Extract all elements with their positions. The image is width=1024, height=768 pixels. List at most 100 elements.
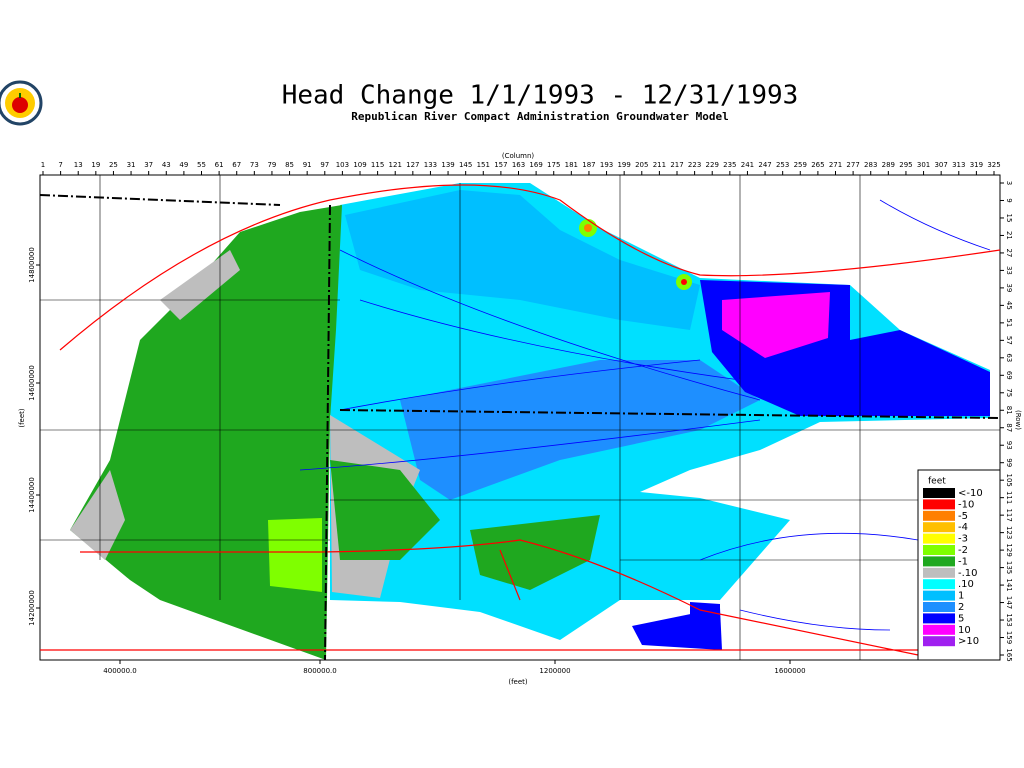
column-tick: 217	[670, 161, 683, 169]
legend-label: >10	[958, 636, 979, 647]
legend-label: <-10	[958, 488, 983, 499]
y-tick: 14600000	[28, 365, 36, 401]
legend-swatch	[923, 624, 955, 635]
column-tick: 253	[776, 161, 789, 169]
legend-label: .10	[958, 579, 974, 590]
column-tick: 271	[829, 161, 842, 169]
column-tick: 19	[91, 161, 100, 169]
column-tick: 259	[794, 161, 807, 169]
column-tick: 307	[934, 161, 947, 169]
legend-label: 2	[958, 602, 964, 613]
row-tick: 39	[1005, 283, 1013, 292]
column-tick: 103	[336, 161, 349, 169]
legend-swatch	[923, 499, 955, 510]
x-label: (feet)	[508, 678, 528, 686]
y-tick: 14400000	[28, 477, 36, 513]
row-tick: 63	[1005, 353, 1013, 362]
column-tick: 169	[529, 161, 542, 169]
column-tick: 127	[406, 161, 419, 169]
column-tick: 277	[846, 161, 859, 169]
column-tick: 121	[389, 161, 402, 169]
legend-swatch	[923, 636, 955, 647]
legend-label: -3	[958, 534, 968, 545]
column-tick: 1	[41, 161, 45, 169]
column-tick: 67	[232, 161, 241, 169]
legend-swatch	[923, 602, 955, 612]
column-tick: 163	[512, 161, 525, 169]
title: Head Change 1/1/1993 - 12/31/1993	[282, 81, 799, 111]
row-label: (Row)	[1014, 410, 1022, 430]
legend-swatch	[923, 567, 955, 578]
legend-label: -.10	[958, 568, 978, 579]
legend-label: -1	[958, 556, 968, 567]
row-tick: 93	[1005, 441, 1013, 450]
row-tick: 3	[1005, 181, 1013, 185]
column-tick: 223	[688, 161, 701, 169]
legend-swatch	[923, 522, 955, 533]
column-tick: 31	[127, 161, 136, 169]
column-tick: 73	[250, 161, 259, 169]
x-tick: 400000.0	[103, 667, 136, 675]
row-tick: 75	[1005, 388, 1013, 397]
legend-swatch	[923, 545, 955, 555]
column-tick: 97	[320, 161, 329, 169]
column-tick: 193	[600, 161, 613, 169]
row-tick: 111	[1005, 491, 1013, 504]
column-tick: 187	[582, 161, 595, 169]
legend-swatch	[923, 533, 955, 544]
legend-swatch	[923, 488, 955, 498]
column-tick: 61	[215, 161, 224, 169]
column-tick: 151	[477, 161, 490, 169]
column-tick: 13	[74, 161, 83, 169]
row-tick: 141	[1005, 578, 1013, 591]
row-tick: 165	[1005, 648, 1013, 661]
logo	[0, 80, 43, 126]
column-label: (Column)	[502, 152, 535, 160]
legend-label: -5	[958, 511, 968, 522]
row-tick: 45	[1005, 301, 1013, 310]
subtitle: Republican River Compact Administration …	[351, 110, 729, 123]
column-tick: 79	[267, 161, 276, 169]
column-tick: 37	[144, 161, 153, 169]
column-tick: 43	[162, 161, 171, 169]
column-tick: 289	[882, 161, 895, 169]
y-tick: 14200000	[28, 590, 36, 626]
legend-label: -4	[958, 522, 968, 533]
column-tick: 211	[653, 161, 666, 169]
column-tick: 247	[758, 161, 771, 169]
column-tick: 115	[371, 161, 384, 169]
column-tick: 325	[987, 161, 1000, 169]
column-tick: 91	[303, 161, 312, 169]
legend-label: 10	[958, 625, 971, 636]
column-tick: 313	[952, 161, 965, 169]
legend-label: -10	[958, 499, 974, 510]
column-tick: 235	[723, 161, 736, 169]
column-tick: 229	[706, 161, 719, 169]
column-tick: 145	[459, 161, 472, 169]
legend-title: feet	[928, 477, 946, 487]
column-tick: 49	[179, 161, 188, 169]
column-tick: 133	[424, 161, 437, 169]
column-tick: 55	[197, 161, 206, 169]
row-tick: 51	[1005, 318, 1013, 327]
column-tick: 175	[547, 161, 560, 169]
legend-swatch	[923, 613, 955, 624]
column-tick: 319	[970, 161, 983, 169]
row-tick: 153	[1005, 613, 1013, 626]
column-tick: 25	[109, 161, 118, 169]
column-tick: 109	[353, 161, 366, 169]
column-tick: 283	[864, 161, 877, 169]
legend-label: -2	[958, 545, 968, 556]
legend-swatch	[923, 590, 955, 601]
column-tick: 265	[811, 161, 824, 169]
row-tick: 15	[1005, 214, 1013, 223]
legend-label: 1	[958, 591, 964, 602]
column-tick: 181	[565, 161, 578, 169]
row-tick: 159	[1005, 631, 1013, 644]
ticks: 1 7 13 19 25 31 37 43 49 55 61 67 73 79 85 91 97 103 109 11…	[28, 161, 1013, 675]
x-tick: 1200000	[539, 667, 570, 675]
column-tick: 199	[617, 161, 630, 169]
row-tick: 57	[1005, 336, 1013, 345]
x-tick: 1600000	[774, 667, 805, 675]
